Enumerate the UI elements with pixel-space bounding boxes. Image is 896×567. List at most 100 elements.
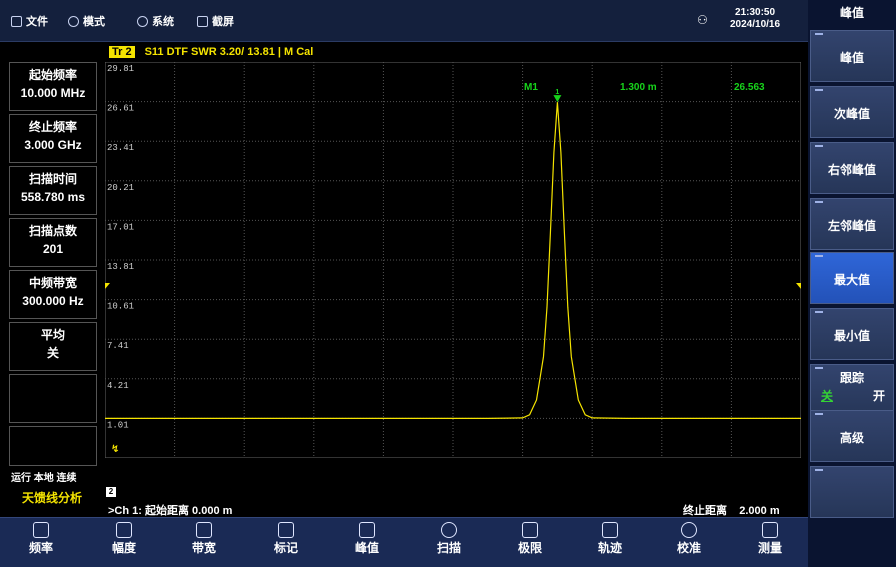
tab-frequency[interactable]: 频率 [11,522,71,556]
menu-file-label: 文件 [26,16,48,28]
softkey-label: 高级 [839,431,864,445]
softkey-min[interactable]: 最小值 [810,308,894,360]
tab-label: 峰值 [354,541,379,555]
y-tick-label: 7.41 [107,341,129,351]
bottom-bar: 频率 幅度 带宽 标记 峰值 扫描 极限 轨迹 校准 测量 [0,517,808,567]
trace-header: Tr 2 S11 DTF SWR 3.20/ 13.81 | M Cal [109,46,313,58]
tab-bandwidth[interactable]: 带宽 [174,522,234,556]
menu-screenshot[interactable]: 截屏 [197,13,234,29]
camera-icon [197,15,208,27]
param-start-freq[interactable]: 起始频率 10.000 MHz [9,62,97,111]
param-label: 中频带宽 [28,276,77,290]
param-value: 201 [42,242,64,256]
y-tick-label: 29.81 [107,64,134,74]
parameter-panel: 起始频率 10.000 MHz 终止频率 3.000 GHz 扫描时间 558.… [9,62,97,512]
reference-marker-right [796,283,801,289]
y-tick-label: 23.41 [107,143,134,153]
bandwidth-icon [196,522,212,538]
reference-marker-left [105,283,110,289]
param-empty-slot [9,374,97,423]
tab-sweep[interactable]: 扫描 [419,522,479,556]
run-status: 运行 本地 连续 [11,473,77,484]
param-average[interactable]: 平均 关 [9,322,97,371]
param-label: 平均 [40,328,65,342]
tab-peak[interactable]: 峰值 [337,522,397,556]
menu-mode[interactable]: 模式 [68,13,105,29]
param-sweep-points[interactable]: 扫描点数 201 [9,218,97,267]
start-distance[interactable]: >Ch 1: 起始距离 0.000 m [108,505,233,517]
layers-icon [68,15,79,27]
softkey-left-peak[interactable]: 左邻峰值 [810,198,894,250]
menu-system-label: 系统 [152,16,174,28]
stop-distance[interactable]: 终止距离 2.000 m [683,502,780,518]
clock-date: 2024/10/16 [730,19,781,30]
softkey-max[interactable]: 最大值 [810,252,894,304]
param-label: 起始频率 [28,68,77,82]
y-ticks: 29.81 26.61 23.41 20.21 17.01 13.81 10.61 7.41 4… [107,64,134,430]
param-stop-freq[interactable]: 终止频率 3.000 GHz [9,114,97,163]
param-value: 558.780 ms [20,190,86,204]
softkey-tracking[interactable]: 跟踪 关 开 [810,364,894,416]
trace-tag[interactable]: Tr 2 [109,46,135,58]
y-tick-label: 4.21 [107,381,129,391]
y-tick-label: 26.61 [107,104,134,114]
tab-label: 校准 [676,541,701,555]
channel-number: 2 [106,487,116,497]
softkey-right-peak[interactable]: 右邻峰值 [810,142,894,194]
y-tick-label: 13.81 [107,262,134,272]
param-value: 关 [46,346,59,360]
softkey-empty[interactable] [810,466,894,518]
marker-y-readout: 26.563 [734,82,765,93]
tab-marker[interactable]: 标记 [256,522,316,556]
tab-trace[interactable]: 轨迹 [580,522,640,556]
top-bar: 文件 模式 系统 截屏 ⚇ 21:30:50 2024/10/16 [0,0,808,42]
tab-calibration[interactable]: 校准 [659,522,719,556]
param-value: 300.000 Hz [22,294,84,308]
mode-label: 天馈线分析 [22,491,83,505]
softkey-label: 左邻峰值 [827,219,876,233]
tab-label: 幅度 [111,541,136,555]
marker-name: M1 [524,82,538,93]
param-value: 3.000 GHz [24,138,82,152]
param-label: 扫描时间 [28,172,77,186]
plot-area: 29.81 26.61 23.41 20.21 17.01 13.81 10.61 7.41 4… [105,62,801,458]
sweep-icon [441,522,457,538]
param-label: 终止频率 [28,120,77,134]
menu-file[interactable]: 文件 [11,13,48,29]
tab-limit[interactable]: 极限 [500,522,560,556]
softkey-advanced[interactable]: 高级 [810,410,894,462]
softkey-label: 次峰值 [833,107,870,121]
trace-icon [602,522,618,538]
tab-label: 测量 [757,541,782,555]
markers: 1 M1 1.300 m 26.563 [524,82,765,103]
file-icon [11,15,22,27]
bar-chart-icon [116,522,132,538]
tab-label: 标记 [273,541,298,555]
tracking-off: 关 [821,389,834,403]
tab-label: 轨迹 [597,541,622,555]
y-tick-label: 17.01 [107,222,134,232]
softkey-peak[interactable]: 峰值 [810,30,894,82]
menu-screenshot-label: 截屏 [212,16,234,28]
tab-amplitude[interactable]: 幅度 [94,522,154,556]
y-tick-label: 20.21 [107,183,134,193]
measure-icon [762,522,778,538]
tab-label: 频率 [28,541,53,555]
menu-system[interactable]: 系统 [137,13,174,29]
lock-icon[interactable]: ⚇ [697,13,708,27]
param-sweep-time[interactable]: 扫描时间 558.780 ms [9,166,97,215]
stop-distance-value: 2.000 m [739,505,780,517]
warning-icon [522,522,538,538]
param-value: 10.000 MHz [20,86,86,100]
reference-arrow-icon: ↯ [111,444,119,455]
marker-triangle[interactable] [553,95,562,103]
softkey-label: 跟踪 [839,371,864,385]
gear-icon [137,15,148,27]
marker-x-readout: 1.300 m [620,82,657,93]
tab-label: 极限 [517,541,542,555]
flag-icon [278,522,294,538]
param-if-bandwidth[interactable]: 中频带宽 300.000 Hz [9,270,97,319]
tab-measure[interactable]: 测量 [740,522,800,556]
peak-icon [359,522,375,538]
softkey-next-peak[interactable]: 次峰值 [810,86,894,138]
